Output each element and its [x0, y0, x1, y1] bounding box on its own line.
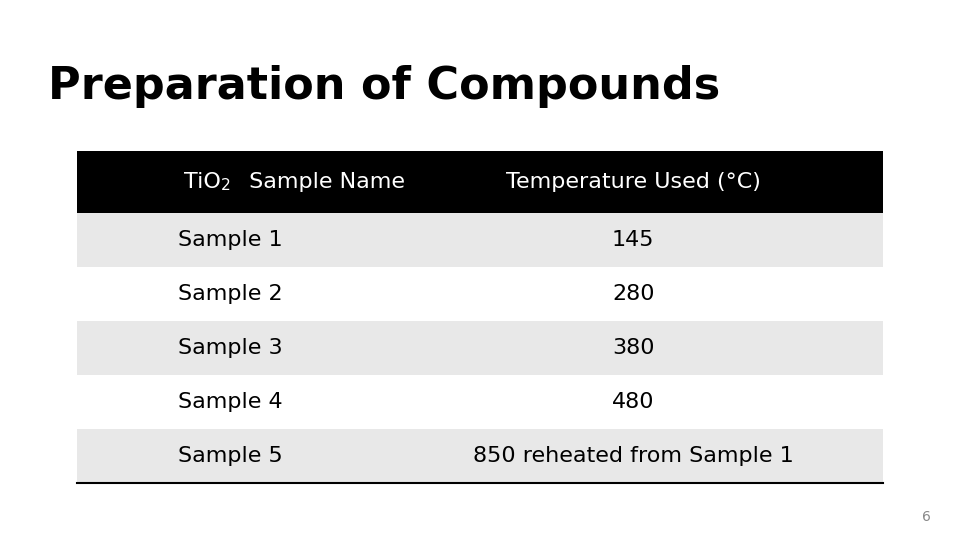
Text: 380: 380 — [612, 338, 655, 359]
FancyBboxPatch shape — [77, 375, 883, 429]
Text: 2: 2 — [221, 178, 230, 193]
FancyBboxPatch shape — [77, 151, 883, 213]
FancyBboxPatch shape — [77, 267, 883, 321]
Text: 480: 480 — [612, 392, 655, 413]
Text: 280: 280 — [612, 284, 655, 305]
Text: Sample 4: Sample 4 — [178, 392, 282, 413]
Text: 850 reheated from Sample 1: 850 reheated from Sample 1 — [473, 446, 794, 467]
Text: Sample 5: Sample 5 — [178, 446, 282, 467]
Text: 145: 145 — [612, 230, 655, 251]
Text: Sample 2: Sample 2 — [178, 284, 282, 305]
Text: Sample 1: Sample 1 — [178, 230, 282, 251]
FancyBboxPatch shape — [77, 213, 883, 267]
FancyBboxPatch shape — [77, 429, 883, 483]
Text: 6: 6 — [923, 510, 931, 524]
Text: Sample 3: Sample 3 — [178, 338, 282, 359]
FancyBboxPatch shape — [77, 321, 883, 375]
Text: Temperature Used (°C): Temperature Used (°C) — [506, 172, 760, 192]
Text: Preparation of Compounds: Preparation of Compounds — [48, 65, 720, 108]
Text: Sample Name: Sample Name — [242, 172, 404, 192]
Text: TiO: TiO — [183, 172, 221, 192]
